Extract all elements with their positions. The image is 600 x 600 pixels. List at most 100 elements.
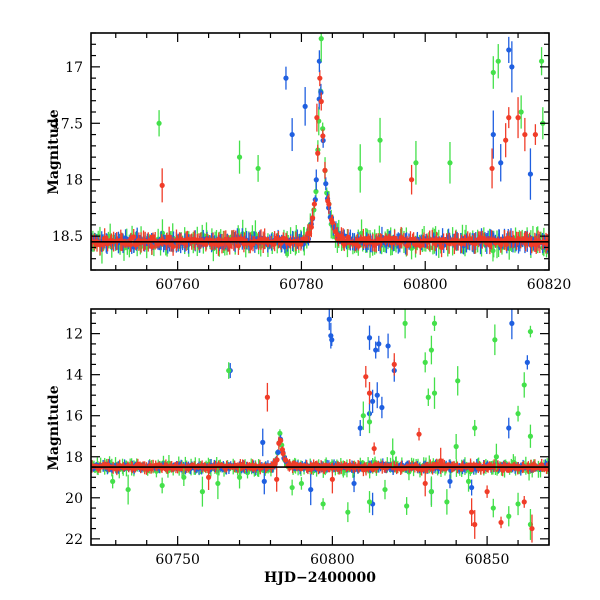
data-point-green xyxy=(320,126,326,132)
data-point-red xyxy=(401,236,407,242)
outlier-point-red xyxy=(391,361,397,368)
outlier-point-red xyxy=(409,177,415,183)
top-y-axis-label: Magnitude xyxy=(46,109,62,194)
x-tick-label: 60800 xyxy=(310,552,355,568)
outlier-point-red xyxy=(329,476,335,482)
data-point-red xyxy=(303,236,309,242)
outlier-point-blue xyxy=(498,160,504,166)
outlier-point-green xyxy=(431,390,438,396)
data-point-red xyxy=(274,457,280,463)
outlier-point-green xyxy=(199,489,206,495)
data-point-red xyxy=(99,241,106,247)
outlier-point-red xyxy=(521,499,527,505)
outlier-point-blue xyxy=(308,486,314,493)
outlier-point-green xyxy=(447,160,453,166)
data-point-red xyxy=(322,167,328,173)
outlier-point-green xyxy=(345,509,351,515)
data-point-red xyxy=(309,215,316,221)
data-point-red xyxy=(389,240,395,246)
outlier-point-green xyxy=(428,489,435,495)
outlier-point-green xyxy=(422,359,428,365)
data-point-red xyxy=(315,150,321,156)
outlier-point-blue xyxy=(329,337,335,343)
top-panel: 60760 60780 60800 60820 17 17.5 18 18.5 xyxy=(52,32,572,293)
outlier-point-blue xyxy=(490,131,496,138)
data-point-red xyxy=(438,244,445,250)
data-point-red xyxy=(321,466,327,472)
outlier-point-green xyxy=(453,443,459,450)
data-point-green xyxy=(313,188,319,195)
outlier-point-green xyxy=(318,36,324,42)
data-point-red xyxy=(340,235,346,241)
outlier-point-red xyxy=(416,431,422,437)
outlier-point-green xyxy=(493,454,499,460)
data-point-green xyxy=(277,430,283,436)
data-point-red xyxy=(262,236,268,242)
outlier-point-red xyxy=(484,489,490,495)
outlier-point-blue xyxy=(357,425,363,431)
y-tick-label: 18 xyxy=(65,173,83,189)
outlier-point-red xyxy=(422,480,428,487)
outlier-point-green xyxy=(431,320,438,326)
data-point-red xyxy=(355,243,362,249)
data-point-red xyxy=(311,201,318,207)
outlier-point-blue xyxy=(283,75,289,81)
x-tick-label: 60820 xyxy=(527,277,572,293)
outlier-point-blue xyxy=(373,347,379,353)
data-point-red xyxy=(227,243,233,249)
outlier-point-red xyxy=(522,131,528,138)
outlier-point-blue xyxy=(302,103,308,109)
x-tick-label: 60750 xyxy=(155,552,200,568)
outlier-point-green xyxy=(506,513,512,519)
outlier-point-green xyxy=(159,482,165,489)
data-point-red xyxy=(404,243,410,249)
outlier-point-green xyxy=(413,160,419,166)
x-tick-label: 60760 xyxy=(155,277,200,293)
data-point-red xyxy=(329,219,336,226)
outlier-point-green xyxy=(515,501,521,507)
outlier-point-red xyxy=(205,474,212,480)
outlier-point-blue xyxy=(447,478,453,484)
data-point-red xyxy=(411,236,417,242)
outlier-point-blue xyxy=(351,480,357,487)
outlier-point-green xyxy=(472,425,478,431)
data-point-red xyxy=(468,466,475,473)
data-point-blue xyxy=(312,197,318,203)
outlier-point-blue xyxy=(379,404,385,411)
outlier-point-green xyxy=(382,486,388,493)
outlier-point-green xyxy=(289,484,295,491)
data-point-red xyxy=(216,236,222,243)
data-point-red xyxy=(150,234,156,240)
data-point-red xyxy=(149,244,155,250)
outlier-point-green xyxy=(377,137,383,143)
outlier-point-blue xyxy=(289,131,295,138)
outlier-point-blue xyxy=(326,316,332,322)
data-point-red xyxy=(223,236,229,242)
plot-area xyxy=(91,309,549,543)
outlier-point-blue xyxy=(506,425,512,431)
outlier-point-red xyxy=(529,525,535,532)
outlier-point-blue xyxy=(370,398,376,404)
x-tick-label: 60780 xyxy=(279,277,324,293)
outlier-point-green xyxy=(492,337,498,343)
outlier-point-red xyxy=(366,390,373,396)
x-tick-label: 60850 xyxy=(465,552,510,568)
outlier-point-blue xyxy=(527,171,534,177)
data-point-red xyxy=(320,133,326,139)
outlier-point-red xyxy=(363,374,369,380)
outlier-point-green xyxy=(495,58,501,64)
outlier-point-green xyxy=(425,394,431,400)
outlier-point-green xyxy=(455,378,461,384)
outlier-point-blue xyxy=(509,64,515,70)
y-tick-label: 18.5 xyxy=(52,229,83,245)
outlier-point-green xyxy=(215,480,221,487)
outlier-point-green xyxy=(490,505,496,511)
plot-frame xyxy=(90,32,550,271)
data-point-red xyxy=(417,243,423,249)
outlier-point-blue xyxy=(366,335,373,341)
data-point-red xyxy=(272,461,278,467)
outlier-point-green xyxy=(236,154,243,160)
data-point-red xyxy=(387,235,393,242)
data-point-red xyxy=(326,201,332,207)
